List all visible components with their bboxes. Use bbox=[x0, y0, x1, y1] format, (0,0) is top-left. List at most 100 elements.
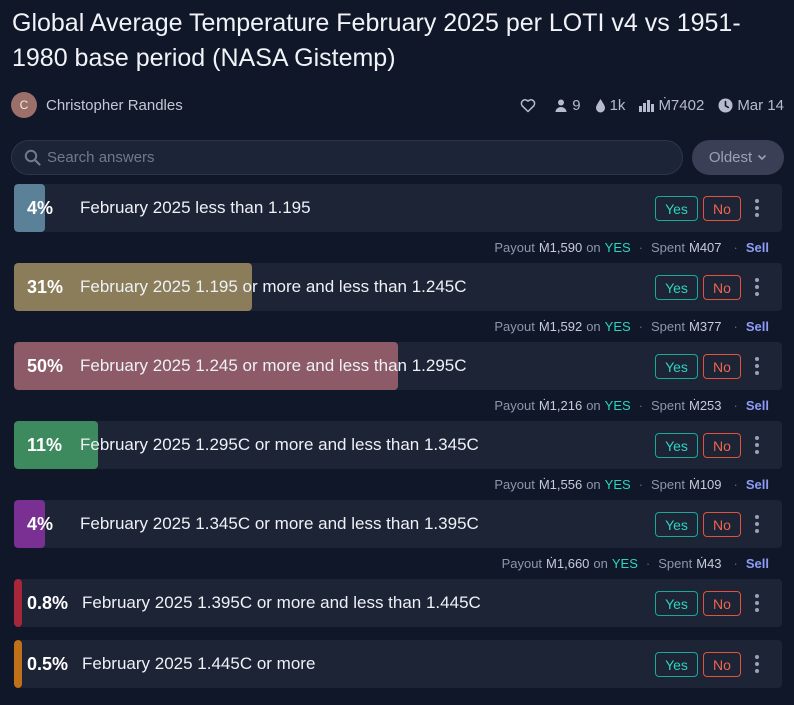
bet-yes-button[interactable]: Yes bbox=[655, 591, 698, 616]
market-meta: C Christopher Randles 9 1k Ṁ7402 Mar 14 bbox=[11, 92, 784, 118]
avatar[interactable]: C bbox=[11, 92, 37, 118]
answer-card[interactable]: 0.8% February 2025 1.395C or more and le… bbox=[14, 579, 782, 627]
sell-button[interactable]: Sell bbox=[745, 319, 769, 334]
close-date-stat: Mar 14 bbox=[718, 97, 784, 114]
payout-outcome: YES bbox=[604, 398, 631, 413]
spent-label: Spent bbox=[651, 240, 685, 255]
traders-stat: 9 bbox=[554, 97, 581, 114]
separator-dot: · bbox=[638, 240, 644, 255]
market-stats: 9 1k Ṁ7402 Mar 14 bbox=[506, 97, 784, 114]
answer-label: February 2025 1.445C or more bbox=[82, 654, 316, 673]
bet-yes-button[interactable]: Yes bbox=[655, 433, 698, 458]
answer-probability: 0.5% bbox=[27, 654, 69, 674]
more-options-icon[interactable] bbox=[750, 591, 764, 615]
author-name[interactable]: Christopher Randles bbox=[46, 96, 183, 114]
bar-chart-icon bbox=[639, 99, 655, 112]
answer-probability: 4% bbox=[27, 198, 54, 218]
follow-button[interactable] bbox=[520, 98, 540, 113]
sell-button[interactable]: Sell bbox=[745, 556, 769, 571]
spent-amount: Ṁ377 bbox=[689, 319, 722, 334]
sell-button[interactable]: Sell bbox=[745, 240, 769, 255]
answer-label: February 2025 1.195 or more and less tha… bbox=[80, 277, 467, 296]
volume-value: Ṁ7402 bbox=[658, 96, 705, 114]
answer-card[interactable]: 31% February 2025 1.195 or more and less… bbox=[14, 263, 782, 311]
search-box[interactable] bbox=[11, 140, 683, 175]
payout-on: on bbox=[586, 319, 601, 334]
payout-amount: Ṁ1,592 bbox=[538, 319, 583, 334]
answer-label: February 2025 1.295C or more and less th… bbox=[80, 435, 479, 454]
bet-yes-button[interactable]: Yes bbox=[655, 275, 698, 300]
answer-card[interactable]: 4% February 2025 less than 1.195 Yes No bbox=[14, 184, 782, 232]
spent-label: Spent bbox=[658, 556, 693, 571]
payout-label: Payout bbox=[494, 240, 535, 255]
user-icon bbox=[555, 99, 567, 112]
probability-bar bbox=[14, 342, 398, 390]
more-options-icon[interactable] bbox=[750, 275, 764, 299]
payout-on: on bbox=[593, 556, 608, 571]
answer-probability: 50% bbox=[27, 356, 64, 376]
separator-dot: · bbox=[645, 556, 651, 571]
sell-button[interactable]: Sell bbox=[745, 398, 769, 413]
payout-label: Payout bbox=[494, 319, 535, 334]
payout-amount: Ṁ1,590 bbox=[538, 240, 583, 255]
answer-item: 4% February 2025 1.345C or more and less… bbox=[14, 500, 782, 548]
answer-probability: 11% bbox=[27, 435, 63, 455]
payout-outcome: YES bbox=[604, 240, 631, 255]
spent-amount: Ṁ109 bbox=[689, 477, 722, 492]
separator-dot: · bbox=[638, 319, 644, 334]
answer-card[interactable]: 50% February 2025 1.245 or more and less… bbox=[14, 342, 782, 390]
answer-card[interactable]: 4% February 2025 1.345C or more and less… bbox=[14, 500, 782, 548]
search-input[interactable] bbox=[47, 149, 647, 166]
separator-dot: · bbox=[733, 398, 738, 413]
liquidity-stat: 1k bbox=[595, 97, 625, 114]
payout-amount: Ṁ1,216 bbox=[538, 398, 583, 413]
bet-yes-button[interactable]: Yes bbox=[655, 512, 698, 537]
bet-no-button[interactable]: No bbox=[703, 512, 741, 537]
bet-yes-button[interactable]: Yes bbox=[655, 354, 698, 379]
payout-outcome: YES bbox=[604, 477, 631, 492]
answer-item: 0.8% February 2025 1.395C or more and le… bbox=[14, 579, 782, 627]
spent-label: Spent bbox=[651, 477, 685, 492]
bet-no-button[interactable]: No bbox=[703, 354, 741, 379]
payout-amount: Ṁ1,660 bbox=[546, 556, 590, 571]
answer-card[interactable]: 0.5% February 2025 1.445C or more Yes No bbox=[14, 640, 782, 688]
more-options-icon[interactable] bbox=[750, 652, 764, 676]
bet-no-button[interactable]: No bbox=[703, 196, 741, 221]
position-summary: Payout Ṁ1,660 on YES · Spent Ṁ43 · Sell bbox=[14, 548, 782, 579]
sell-button[interactable]: Sell bbox=[745, 477, 769, 492]
answer-probability: 4% bbox=[27, 514, 54, 534]
bet-no-button[interactable]: No bbox=[703, 591, 741, 616]
sort-dropdown[interactable]: Oldest bbox=[692, 140, 784, 175]
more-options-icon[interactable] bbox=[750, 433, 764, 457]
answer-probability: 0.8% bbox=[27, 593, 69, 613]
answers-toolbar: Oldest bbox=[11, 140, 784, 175]
spent-amount: Ṁ407 bbox=[689, 240, 722, 255]
bet-yes-button[interactable]: Yes bbox=[655, 196, 698, 221]
answer-label: February 2025 1.395C or more and less th… bbox=[82, 593, 481, 612]
bet-no-button[interactable]: No bbox=[703, 275, 741, 300]
separator-dot: · bbox=[733, 477, 738, 492]
bet-no-button[interactable]: No bbox=[703, 433, 741, 458]
volume-stat: Ṁ7402 bbox=[639, 97, 704, 114]
payout-label: Payout bbox=[494, 398, 535, 413]
search-icon bbox=[24, 149, 41, 166]
answer-label: February 2025 1.345C or more and less th… bbox=[80, 514, 479, 533]
bet-no-button[interactable]: No bbox=[703, 652, 741, 677]
answers-list: 4% February 2025 less than 1.195 Yes No … bbox=[14, 184, 782, 701]
answer-label: February 2025 less than 1.195 bbox=[80, 198, 311, 217]
more-options-icon[interactable] bbox=[750, 354, 764, 378]
answer-item: 31% February 2025 1.195 or more and less… bbox=[14, 263, 782, 311]
separator-dot: · bbox=[733, 240, 738, 255]
more-options-icon[interactable] bbox=[750, 512, 764, 536]
answer-label: February 2025 1.245 or more and less tha… bbox=[80, 356, 467, 375]
answer-item: 0.5% February 2025 1.445C or more Yes No bbox=[14, 640, 782, 688]
payout-amount: Ṁ1,556 bbox=[538, 477, 583, 492]
bet-yes-button[interactable]: Yes bbox=[655, 652, 698, 677]
more-options-icon[interactable] bbox=[750, 196, 764, 220]
spent-label: Spent bbox=[651, 398, 685, 413]
payout-on: on bbox=[586, 477, 601, 492]
position-summary: Payout Ṁ1,216 on YES · Spent Ṁ253 · Sell bbox=[14, 390, 782, 421]
probability-bar bbox=[14, 640, 22, 688]
answer-card[interactable]: 11% February 2025 1.295C or more and les… bbox=[14, 421, 782, 469]
